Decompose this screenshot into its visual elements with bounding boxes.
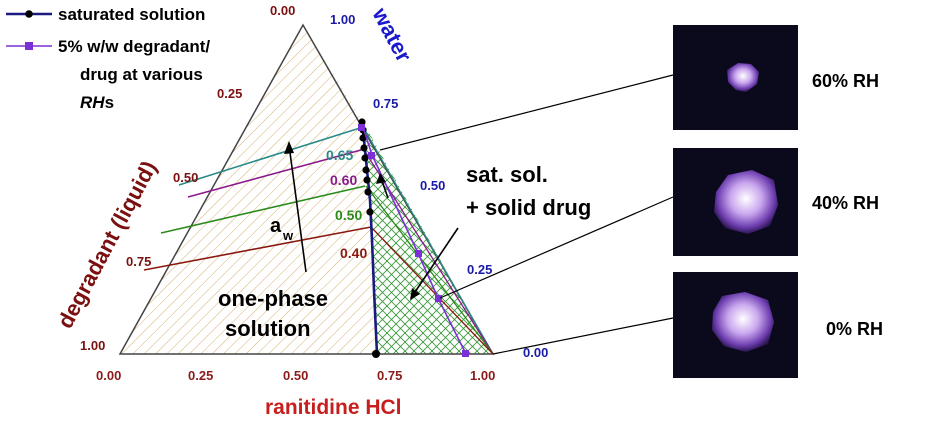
sat-point — [364, 188, 372, 196]
degradant-points — [358, 124, 469, 357]
aw-symbol: a — [270, 215, 282, 237]
photo-0rh — [673, 272, 798, 378]
photo-0rh-label: 0% RH — [826, 319, 883, 339]
right-axis-title: water — [367, 3, 417, 67]
connector-40rh — [439, 196, 674, 299]
two-phase-label: + solid drug — [466, 195, 591, 220]
aw-line-050 — [160, 185, 366, 234]
sat-point — [361, 154, 369, 162]
legend: saturated solution 5% w/w degradant/ dru… — [6, 5, 210, 112]
legend-degradant-marker — [25, 42, 33, 50]
legend-degradant-label: drug at various — [80, 65, 203, 84]
photo-60rh — [673, 25, 798, 130]
region-arrow-down-head — [410, 288, 420, 300]
right-tick: 0.75 — [373, 96, 398, 111]
crystal-40rh — [714, 170, 778, 234]
sat-point — [358, 118, 366, 126]
sat-point — [372, 350, 380, 358]
two-phase-label: sat. sol. — [466, 162, 548, 187]
aw-arrow-head — [284, 141, 294, 154]
photo-40rh — [673, 148, 798, 256]
aw-subscript: w — [282, 228, 294, 243]
legend-degradant-label: 5% w/w degradant/ — [58, 37, 210, 56]
bottom-tick: 0.50 — [283, 368, 308, 383]
legend-saturated-label: saturated solution — [58, 5, 205, 24]
degradant-point — [462, 350, 469, 357]
degradant-point — [415, 250, 422, 257]
legend-degradant-label: RHs — [80, 93, 114, 112]
aw-line-040 — [143, 226, 372, 271]
saturated-points — [358, 118, 380, 358]
sat-point — [366, 208, 374, 216]
left-tick: 1.00 — [80, 338, 105, 353]
ternary-triangle-outline — [118, 23, 495, 355]
bottom-tick: 0.00 — [96, 368, 121, 383]
sat-point — [362, 166, 370, 174]
sat-point — [360, 144, 368, 152]
left-axis-title: degradant (liquid) — [52, 157, 161, 333]
one-phase-label: solution — [225, 316, 311, 341]
sat-point — [359, 134, 367, 142]
one-phase-label: one-phase — [218, 286, 328, 311]
legend-rh-italic: RH — [80, 93, 105, 112]
photo-40rh-label: 40% RH — [812, 193, 879, 213]
left-tick: 0.75 — [126, 254, 151, 269]
aw-label-065: 0.65 — [326, 147, 353, 163]
left-tick: 0.50 — [173, 170, 198, 185]
legend-saturated-marker — [25, 10, 33, 18]
tie-line-065 — [361, 124, 494, 355]
aw-line-065 — [178, 127, 361, 186]
region-arrow-up-head — [376, 173, 386, 184]
aw-arrow — [288, 144, 307, 273]
crystal-60rh — [727, 63, 759, 92]
connector-60rh — [379, 74, 674, 151]
degradant-point — [358, 124, 365, 131]
aw-label-050: 0.50 — [335, 207, 362, 223]
left-tick: 0.00 — [270, 3, 295, 18]
bottom-tick: 0.75 — [377, 368, 402, 383]
crystal-0rh — [712, 292, 774, 352]
sat-point — [363, 176, 371, 184]
right-tick: 1.00 — [330, 12, 355, 27]
bottom-tick: 0.25 — [188, 368, 213, 383]
degradant-point — [368, 152, 375, 159]
one-phase-region — [120, 25, 377, 354]
left-tick: 0.25 — [217, 86, 242, 101]
legend-rh-suffix: s — [105, 93, 114, 112]
aw-label-060: 0.60 — [330, 172, 357, 188]
bottom-tick: 1.00 — [470, 368, 495, 383]
right-tick: 0.50 — [420, 178, 445, 193]
right-tick: 0.00 — [523, 345, 548, 360]
photo-60rh-label: 60% RH — [812, 71, 879, 91]
aw-label-040: 0.40 — [340, 245, 367, 261]
connector-0rh — [492, 317, 674, 355]
aw-line-060 — [187, 149, 362, 198]
degradant-point — [435, 295, 442, 302]
region-arrow-down — [412, 227, 459, 296]
right-tick: 0.25 — [467, 262, 492, 277]
tie-line-040 — [370, 226, 494, 355]
bottom-axis-title: ranitidine HCl — [265, 396, 402, 419]
